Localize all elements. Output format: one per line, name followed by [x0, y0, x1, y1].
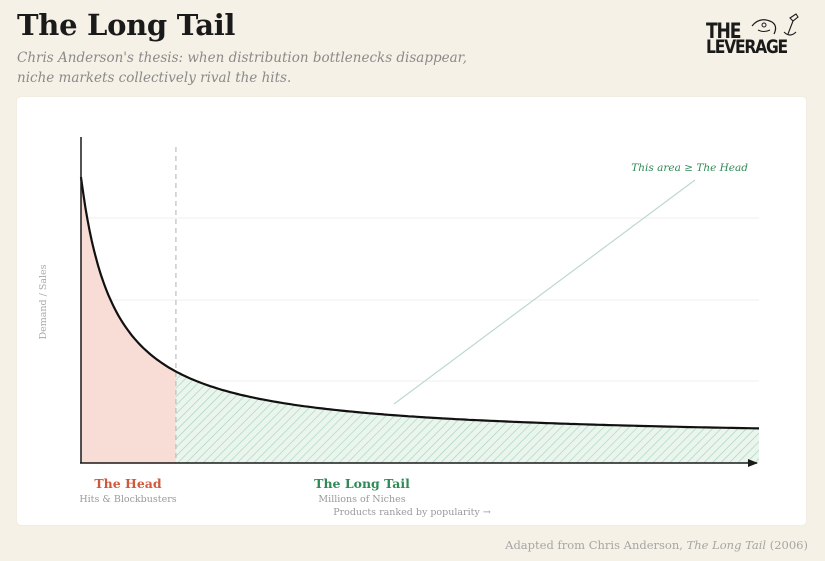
- subtitle-line-1: Chris Anderson's thesis: when distributi…: [17, 50, 467, 66]
- logo-text-bottom: LEVERAGE: [706, 36, 788, 58]
- subtitle-line-2: niche markets collectively rival the hit…: [17, 70, 292, 86]
- logo-mascot-icon: [751, 13, 799, 36]
- source-prefix: Adapted from Chris Anderson,: [505, 538, 687, 552]
- page-title: The Long Tail: [17, 8, 236, 42]
- brand-logo: THE LEVERAGE: [700, 12, 810, 60]
- tail-label: The Long Tail: [314, 476, 410, 491]
- demand-curve: [79, 176, 760, 430]
- x-axis-label: Products ranked by popularity →: [333, 507, 491, 518]
- tail-sublabel: Millions of Niches: [318, 494, 405, 505]
- source-suffix: (2006): [766, 538, 808, 552]
- annotation-leader-line: [393, 179, 696, 405]
- chart-card: This area ≥ The Head Demand / Sales The …: [17, 97, 806, 525]
- annotation-label: This area ≥ The Head: [631, 162, 748, 174]
- source-credit: Adapted from Chris Anderson, The Long Ta…: [505, 538, 808, 552]
- head-label: The Head: [94, 476, 162, 491]
- page-subtitle: Chris Anderson's thesis: when distributi…: [17, 48, 487, 88]
- head-sublabel: Hits & Blockbusters: [79, 494, 176, 505]
- source-book-title: The Long Tail: [686, 538, 767, 552]
- long-tail-area: [175, 371, 759, 463]
- head-area: [81, 177, 176, 463]
- long-tail-chart: This area ≥ The Head Demand / Sales The …: [38, 137, 760, 518]
- logo-text-top: THE: [706, 19, 741, 43]
- gridlines: [81, 217, 759, 382]
- y-axis-label: Demand / Sales: [38, 264, 49, 339]
